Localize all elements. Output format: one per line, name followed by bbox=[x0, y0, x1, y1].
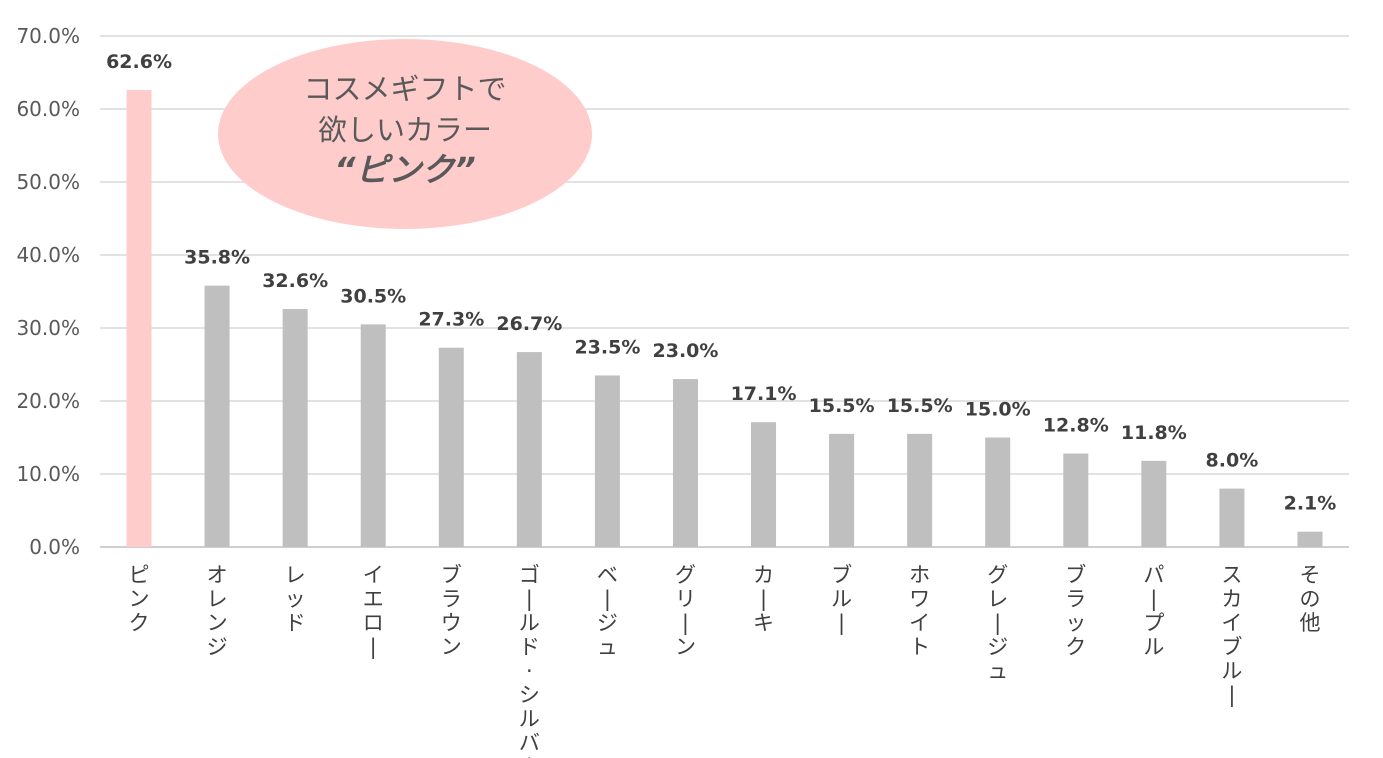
callout-bubble: コスメギフトで 欲しいカラー “ピンク” bbox=[218, 39, 592, 229]
bar bbox=[907, 433, 933, 547]
bar bbox=[985, 437, 1011, 547]
y-tick-label: 50.0% bbox=[16, 170, 80, 194]
data-label: 27.3% bbox=[418, 309, 484, 331]
data-label: 17.1% bbox=[731, 383, 797, 405]
category-label: スカイブル| bbox=[1221, 563, 1242, 708]
bar bbox=[516, 352, 542, 547]
category-label: ブル| bbox=[831, 563, 852, 636]
category-label: その他 bbox=[1299, 563, 1320, 635]
bar bbox=[1219, 488, 1245, 547]
data-label: 62.6% bbox=[106, 51, 172, 73]
category-label: ベ|ジュ bbox=[597, 563, 618, 659]
data-label: 8.0% bbox=[1206, 450, 1259, 472]
category-label: ブラック bbox=[1065, 563, 1086, 659]
bar bbox=[672, 379, 698, 547]
category-label: グレ|ジュ bbox=[987, 563, 1008, 683]
category-label: グリ|ン bbox=[675, 563, 696, 659]
bar bbox=[126, 90, 152, 548]
y-tick-label: 20.0% bbox=[16, 389, 80, 413]
category-label: パ|プル bbox=[1143, 563, 1164, 659]
category-label: オレンジ bbox=[207, 563, 228, 659]
callout-ellipse bbox=[218, 39, 592, 229]
category-label: ゴ|ルド·シルバ| bbox=[519, 563, 540, 758]
callout-line-2: 欲しいカラー bbox=[318, 113, 492, 147]
bar bbox=[829, 433, 855, 547]
bar bbox=[282, 309, 308, 547]
category-labels: ピンク オレンジ レッド イエロ| ブラウン ゴ|ルド·シルバ| ベ|ジュ グリ|ン カ|キ ブル… bbox=[129, 563, 1321, 758]
bar bbox=[204, 285, 230, 547]
data-label: 26.7% bbox=[496, 313, 562, 335]
y-tick-label: 30.0% bbox=[16, 316, 80, 340]
data-label: 35.8% bbox=[184, 247, 250, 269]
bar bbox=[1297, 531, 1323, 547]
data-label: 2.1% bbox=[1284, 493, 1337, 515]
y-tick-label: 0.0% bbox=[29, 535, 80, 559]
data-label: 23.0% bbox=[653, 340, 719, 362]
data-label: 15.5% bbox=[809, 395, 875, 417]
bars bbox=[126, 90, 1323, 548]
bar bbox=[360, 324, 386, 547]
bar bbox=[1141, 460, 1167, 547]
callout-line-3: “ピンク” bbox=[334, 150, 476, 189]
callout-line-1: コスメギフトで bbox=[303, 72, 506, 106]
category-label: レッド bbox=[285, 563, 306, 635]
data-label: 30.5% bbox=[340, 285, 406, 307]
y-tick-label: 60.0% bbox=[16, 97, 80, 121]
data-label: 15.5% bbox=[887, 395, 953, 417]
y-tick-label: 40.0% bbox=[16, 243, 80, 267]
bar bbox=[1063, 453, 1089, 547]
data-labels: 62.6% 35.8% 32.6% 30.5% 27.3% 26.7% 23.5% 23.0%… bbox=[106, 51, 1336, 515]
y-tick-label: 70.0% bbox=[16, 24, 80, 48]
category-label: カ|キ bbox=[753, 563, 774, 635]
data-label: 11.8% bbox=[1121, 422, 1187, 444]
data-label: 15.0% bbox=[965, 399, 1031, 421]
category-label: ホワイト bbox=[909, 563, 930, 659]
data-label: 23.5% bbox=[574, 336, 640, 358]
bar bbox=[751, 422, 777, 547]
y-tick-label: 10.0% bbox=[16, 462, 80, 486]
bar bbox=[594, 375, 620, 547]
y-axis-ticks: 0.0% 10.0% 20.0% 30.0% 40.0% 50.0% 60.0% 70.0% bbox=[16, 24, 80, 559]
data-label: 32.6% bbox=[262, 270, 328, 292]
category-label: ピンク bbox=[129, 563, 150, 635]
category-label: ブラウン bbox=[441, 563, 462, 659]
bar bbox=[438, 347, 464, 547]
category-label: イエロ| bbox=[363, 563, 384, 660]
data-label: 12.8% bbox=[1043, 415, 1109, 437]
